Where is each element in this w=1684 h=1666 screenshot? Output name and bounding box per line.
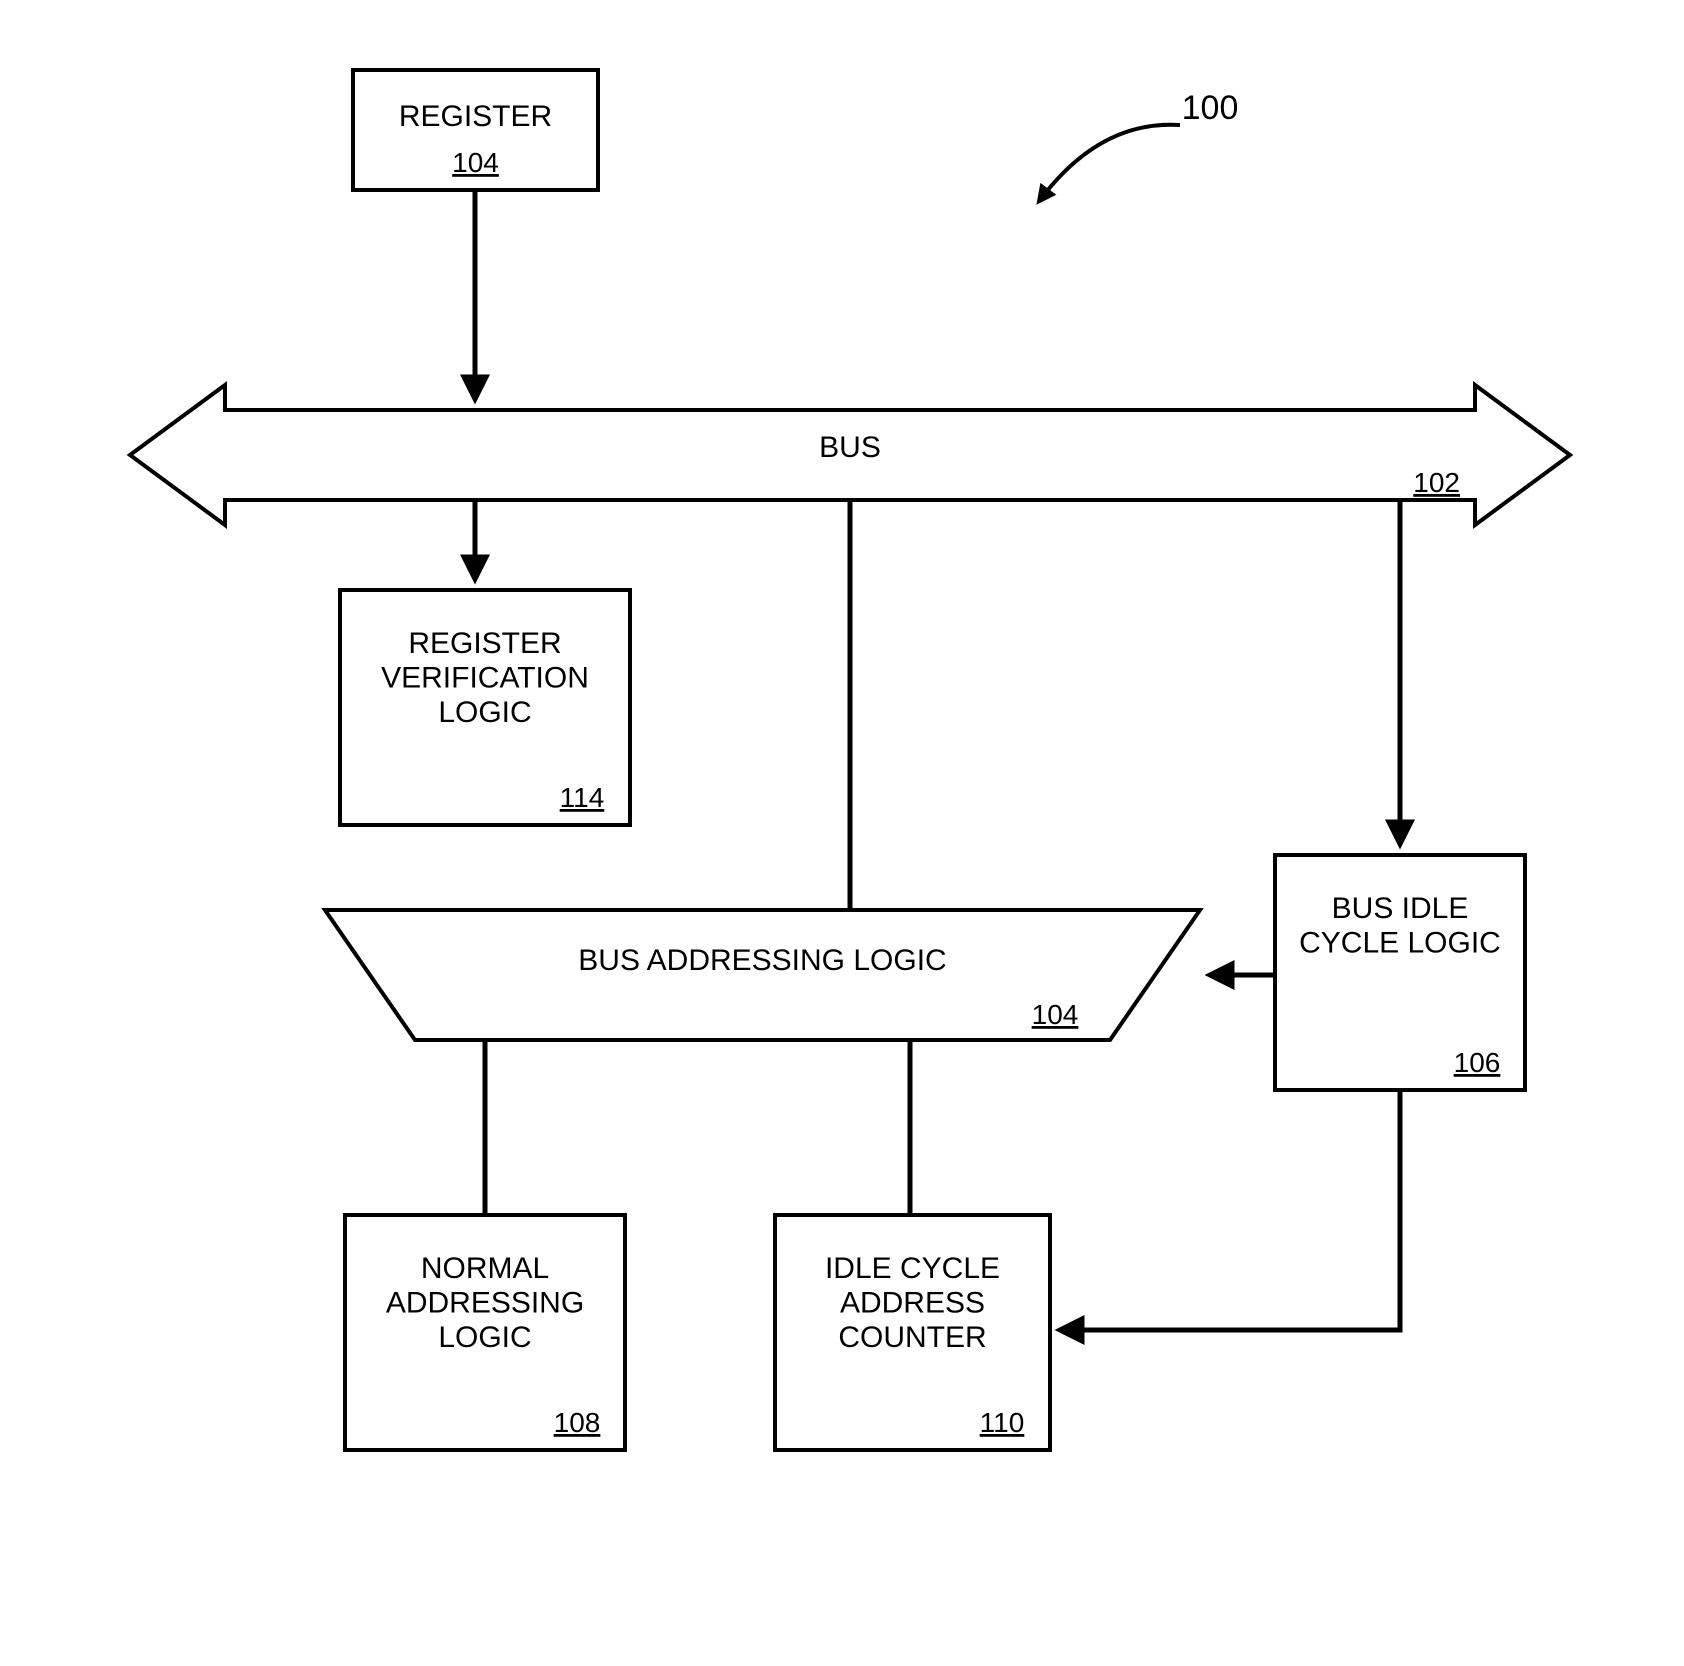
figure-ref-label: 100 bbox=[1182, 89, 1239, 127]
nal-ref: 108 bbox=[554, 1407, 601, 1438]
rvl-label-2: LOGIC bbox=[438, 696, 531, 729]
bicl-label-1: CYCLE LOGIC bbox=[1299, 926, 1501, 959]
icac-label-1: ADDRESS bbox=[840, 1286, 985, 1319]
bicl-ref: 106 bbox=[1454, 1047, 1501, 1078]
bus-label: BUS bbox=[819, 431, 881, 464]
icac-ref: 110 bbox=[980, 1407, 1025, 1438]
nal-label-0: NORMAL bbox=[421, 1252, 549, 1285]
figure-ref-pointer bbox=[1040, 125, 1180, 200]
bicl-label-0: BUS IDLE bbox=[1332, 892, 1469, 925]
bal-label-0: BUS ADDRESSING LOGIC bbox=[578, 944, 946, 977]
rvl-ref: 114 bbox=[560, 782, 605, 813]
icac-label-2: COUNTER bbox=[838, 1321, 986, 1354]
nal-label-1: ADDRESSING bbox=[386, 1286, 584, 1319]
register-label-0: REGISTER bbox=[399, 100, 552, 133]
rvl-label-0: REGISTER bbox=[408, 627, 561, 660]
edge-bicl_to_icac bbox=[1062, 1090, 1400, 1330]
bal-ref: 104 bbox=[1032, 999, 1079, 1030]
icac-label-0: IDLE CYCLE bbox=[825, 1252, 1000, 1285]
rvl-label-1: VERIFICATION bbox=[381, 661, 589, 694]
nal-label-2: LOGIC bbox=[438, 1321, 531, 1354]
register-ref: 104 bbox=[452, 147, 499, 178]
bus-ref: 102 bbox=[1413, 467, 1460, 498]
